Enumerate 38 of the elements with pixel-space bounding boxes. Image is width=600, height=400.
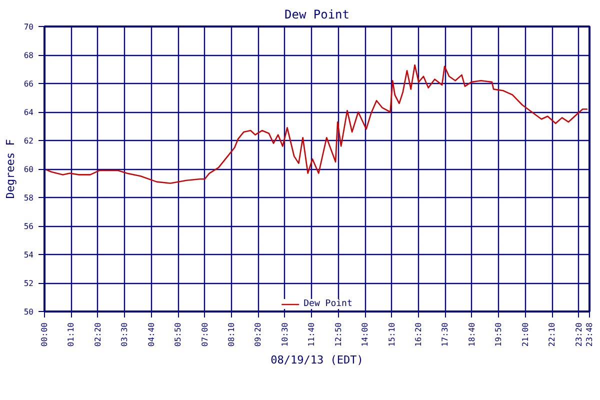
x-tick-label: 15:10 <box>387 322 396 347</box>
x-tick-label: 07:00 <box>200 322 210 347</box>
x-tick-label: 21:00 <box>520 322 530 347</box>
y-tick-label: 68 <box>24 51 34 60</box>
y-tick-label: 64 <box>24 108 34 117</box>
legend-label: Dew Point <box>304 299 352 309</box>
x-tick-label: 23:48 <box>585 322 594 347</box>
x-tick-label: 18:40 <box>467 322 476 347</box>
y-tick-label: 62 <box>24 136 34 146</box>
y-tick-label: 58 <box>24 194 34 202</box>
y-tick-label: 60 <box>24 165 34 174</box>
line-series <box>44 64 588 184</box>
y-tick-label: 70 <box>24 22 34 32</box>
x-tick-label: 08:10 <box>227 322 236 347</box>
x-tick-label: 19:50 <box>494 322 504 347</box>
x-tick-label: 10:30 <box>280 322 290 347</box>
x-tick-label: 12:50 <box>334 322 343 347</box>
x-tick-label: 16:20 <box>414 322 424 347</box>
y-tick-label: 52 <box>24 279 34 288</box>
x-tick-label: 03:30 <box>120 322 130 347</box>
x-tick-label: 23:20 <box>574 322 584 347</box>
x-tick-label: 22:10 <box>548 322 557 347</box>
x-tick-label: 14:00 <box>360 322 370 347</box>
chart-title: Dew Point <box>284 8 350 22</box>
y-axis-title: Degrees F <box>4 139 17 199</box>
x-tick-label: 11:40 <box>307 322 316 347</box>
x-tick-label: 04:40 <box>146 322 156 347</box>
x-tick-label: 00:00 <box>40 322 49 347</box>
y-tick-label: 56 <box>24 222 34 231</box>
x-axis-title: 08/19/13 (EDT) <box>270 354 364 367</box>
x-tick-label: 09:20 <box>254 322 263 347</box>
y-tick-label: 50 <box>24 308 34 316</box>
x-tick-label: 17:30 <box>440 322 450 347</box>
y-tick-label: 54 <box>24 250 34 260</box>
x-tick-label: 01:10 <box>66 322 76 347</box>
x-tick-label: 02:20 <box>93 322 102 347</box>
x-tick-label: 05:50 <box>174 322 183 347</box>
y-tick-label: 66 <box>24 80 34 88</box>
